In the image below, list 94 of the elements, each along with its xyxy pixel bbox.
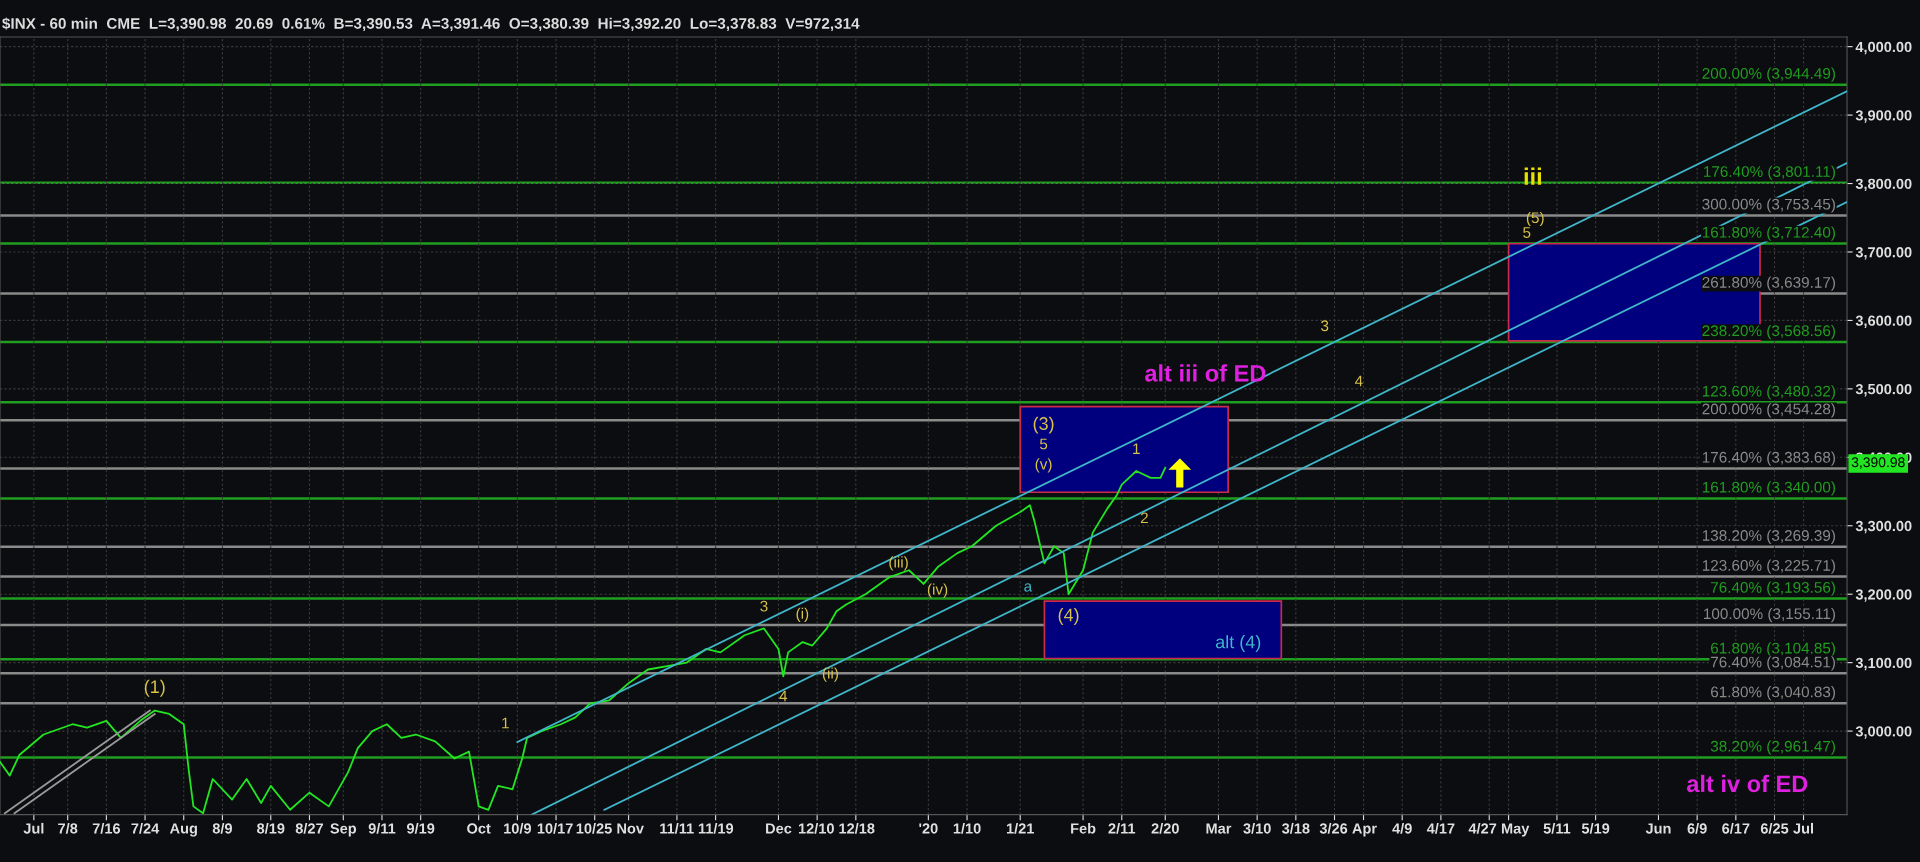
annotation: (4): [1058, 608, 1079, 625]
chart-title: $INX - 60 min CME L=3,390.98 20.69 0.61% B=3,390.53 A=3,391.46 O=3,380.39 Hi=3,392.20 Lo=3,378.83 V=972,314: [2, 17, 860, 32]
y-tick-label: 3,500.00: [1855, 383, 1912, 397]
annotation: 5: [1523, 227, 1531, 238]
x-tick-label: 12/10: [798, 822, 834, 834]
ref-line-label: 38.20% (2,961.47): [1710, 740, 1835, 755]
annotation: (iv): [927, 583, 948, 598]
x-tick-label: 11/11: [660, 822, 694, 834]
x-tick-label: Feb: [1071, 822, 1096, 834]
ref-line-label: 138.20% (3,269.39): [1702, 529, 1835, 544]
x-tick-label: May: [1501, 823, 1530, 837]
y-tick-label: 3,200.00: [1855, 589, 1912, 602]
x-tick-label: 3/26: [1319, 822, 1348, 834]
ref-line-label: 238.20% (3,568.56): [1702, 324, 1835, 340]
x-tick-label: 7/16: [92, 822, 121, 834]
x-tick-label: 4/27: [1468, 822, 1497, 834]
x-tick-label: 10/25: [576, 822, 612, 834]
x-tick-label: 9/19: [406, 822, 435, 834]
x-tick-label: Jun: [1645, 823, 1671, 834]
ref-line-label: 176.40% (3,801.11): [1704, 165, 1835, 180]
annotation: alt iii of ED: [1145, 364, 1266, 382]
x-tick-label: Sep: [330, 823, 357, 837]
x-tick-label: 6/17: [1722, 822, 1750, 834]
annotation: 1: [1133, 443, 1140, 454]
x-tick-label: 1/21: [1006, 822, 1035, 834]
annotation: (iii): [889, 556, 908, 571]
annotation: 5: [1039, 438, 1048, 450]
annotation: 3: [760, 600, 768, 612]
ref-line-label: 123.60% (3,225.71): [1702, 559, 1835, 574]
x-tick-label: 5/19: [1581, 822, 1610, 834]
x-tick-label: 2/20: [1151, 822, 1179, 834]
annotation: 4: [1354, 375, 1363, 387]
x-tick-label: Mar: [1206, 823, 1232, 834]
ref-line-label: 100.00% (3,155.11): [1704, 607, 1835, 623]
x-tick-label: 4/17: [1426, 822, 1455, 834]
annotation: (5): [1526, 211, 1544, 227]
ref-line-label: 176.40% (3,383.68): [1702, 451, 1835, 466]
annotation: (3): [1033, 416, 1054, 434]
x-tick-label: Oct: [467, 823, 491, 834]
y-tick-label: 4,000.00: [1855, 41, 1912, 55]
x-tick-label: 2/11: [1108, 822, 1136, 834]
x-tick-label: 4/9: [1392, 822, 1412, 834]
annotation: 4: [779, 690, 788, 702]
x-tick-label: 5/11: [1543, 822, 1571, 834]
y-tick-label: 3,300.00: [1855, 520, 1912, 534]
annotation: (v): [1035, 458, 1052, 473]
ref-line-label: 200.00% (3,454.28): [1702, 403, 1835, 418]
x-tick-label: 1/10: [953, 822, 981, 834]
x-tick-label: 6/25: [1760, 822, 1789, 834]
x-tick-label: Apr: [1352, 823, 1377, 837]
x-tick-label: 12/18: [839, 822, 875, 834]
y-tick-label: 3,700.00: [1855, 247, 1912, 260]
x-tick-label: 9/11: [368, 822, 396, 834]
x-tick-label: 3/18: [1281, 822, 1310, 834]
x-tick-label: 11/19: [698, 822, 734, 834]
annotation: a: [1024, 583, 1033, 592]
x-tick-label: '20: [919, 823, 938, 834]
annotation: alt iv of ED: [1686, 774, 1808, 793]
x-tick-label: Dec: [766, 823, 792, 834]
ref-line-label: 161.80% (3,712.40): [1702, 226, 1835, 241]
annotation: alt (4): [1215, 635, 1261, 652]
ref-line-label: 61.80% (3,104.85): [1711, 642, 1835, 657]
x-tick-label: 8/27: [295, 822, 323, 834]
ref-line-label: 61.80% (3,040.83): [1711, 686, 1835, 701]
x-tick-label: 10/17: [537, 822, 573, 834]
y-tick-label: 3,800.00: [1855, 178, 1912, 192]
ref-line-label: 300.00% (3,753.45): [1702, 198, 1835, 213]
annotation: 1: [502, 717, 509, 729]
x-tick-label: 6/9: [1687, 822, 1707, 834]
x-tick-label: 7/8: [58, 822, 78, 834]
x-tick-label: 8/19: [257, 822, 285, 834]
y-tick-label: 3,100.00: [1855, 657, 1912, 671]
x-tick-label: Aug: [169, 823, 197, 837]
annotation: 3: [1321, 320, 1329, 332]
ref-line-label: 123.60% (3,480.32): [1702, 385, 1835, 400]
ref-line-label: 200.00% (3,944.49): [1702, 67, 1835, 82]
annotation: 2: [1140, 512, 1148, 524]
x-tick-label: Nov: [617, 823, 644, 834]
annotation: (i): [796, 607, 809, 622]
ref-line-label: 76.40% (3,084.51): [1711, 656, 1835, 671]
x-tick-label: 3/10: [1243, 822, 1271, 834]
ref-line-label: 161.80% (3,340.00): [1702, 481, 1835, 496]
x-tick-label: 10/9: [504, 822, 532, 834]
x-tick-label: Jul: [1793, 822, 1814, 834]
y-tick-label: 3,000.00: [1855, 726, 1912, 739]
x-tick-label: 7/24: [131, 822, 160, 834]
annotation: iii: [1524, 167, 1542, 185]
ref-line-label: 76.40% (3,193.56): [1711, 581, 1835, 596]
y-tick-label: 3,900.00: [1855, 110, 1912, 123]
x-tick-label: 8/9: [212, 822, 233, 834]
ref-line-label: 261.80% (3,639.17): [1702, 276, 1835, 291]
x-tick-label: Jul: [23, 822, 44, 834]
annotation: (1): [144, 679, 165, 697]
y-tick-label: 3,600.00: [1855, 315, 1912, 328]
